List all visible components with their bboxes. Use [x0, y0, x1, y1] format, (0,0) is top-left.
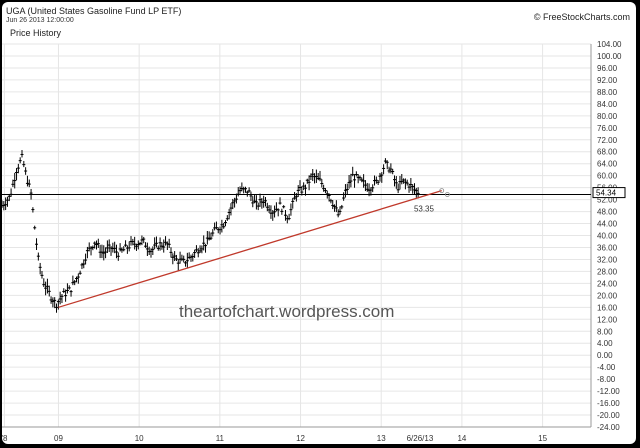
y-tick-label: 80.00 — [597, 112, 618, 121]
y-tick-label: 52.00 — [597, 196, 618, 205]
x-tick-label: 15 — [538, 434, 547, 443]
horizontal-line-handle — [444, 192, 450, 197]
y-tick-label: 36.00 — [597, 243, 618, 252]
y-tick-label: 28.00 — [597, 267, 618, 276]
x-tick-label: '8 — [2, 434, 8, 443]
trendline-value-label: 53.35 — [414, 205, 435, 214]
y-tick-label: -8.00 — [597, 375, 616, 384]
x-tick-label: 11 — [216, 434, 225, 443]
y-tick-label: 16.00 — [597, 303, 618, 312]
y-tick-label: 32.00 — [597, 255, 618, 264]
y-tick-label: -4.00 — [597, 363, 616, 372]
x-tick-label: 10 — [135, 434, 144, 443]
y-tick-label: -20.00 — [597, 411, 620, 420]
y-tick-label: 68.00 — [597, 148, 618, 157]
y-tick-label: 44.00 — [597, 220, 618, 229]
y-tick-label: 8.00 — [597, 327, 613, 336]
x-tick-label: 12 — [296, 434, 305, 443]
y-tick-label: 88.00 — [597, 88, 618, 97]
last-price-label: 54.34 — [596, 189, 617, 198]
y-tick-label: 100.00 — [597, 52, 622, 61]
y-tick-label: 48.00 — [597, 208, 618, 217]
y-tick-label: 84.00 — [597, 100, 618, 109]
trendline — [58, 189, 442, 308]
y-tick-label: 4.00 — [597, 339, 613, 348]
y-tick-label: 76.00 — [597, 124, 618, 133]
y-tick-label: -24.00 — [597, 423, 620, 432]
y-tick-label: 40.00 — [597, 232, 618, 241]
x-tick-label: 09 — [54, 434, 63, 443]
chart-window: UGA (United States Gasoline Fund LP ETF)… — [2, 2, 636, 444]
x-tick-label: 6/26/13 — [407, 434, 434, 443]
watermark-text: theartofchart.wordpress.com — [179, 302, 395, 321]
y-tick-label: 104.00 — [597, 40, 622, 49]
trendline-handle — [439, 188, 445, 194]
price-chart: 104.00100.0096.0092.0088.0084.0080.0076.… — [2, 40, 626, 443]
x-tick-label: 14 — [457, 434, 466, 443]
last-price-box — [592, 187, 626, 199]
y-tick-label: 20.00 — [597, 291, 618, 300]
y-tick-label: 60.00 — [597, 172, 618, 181]
y-tick-label: 12.00 — [597, 315, 618, 324]
y-tick-label: 64.00 — [597, 160, 618, 169]
y-tick-label: -12.00 — [597, 387, 620, 396]
y-tick-label: 24.00 — [597, 279, 618, 288]
chart-subtitle: Price History — [10, 28, 62, 38]
y-tick-label: 96.00 — [597, 64, 618, 73]
y-tick-label: 0.00 — [597, 351, 613, 360]
chart-title: UGA (United States Gasoline Fund LP ETF) — [6, 6, 182, 16]
copyright-label: © FreeStockCharts.com — [533, 12, 630, 22]
y-tick-label: 92.00 — [597, 76, 618, 85]
chart-date: Jun 26 2013 12:00:00 — [6, 17, 74, 24]
x-tick-label: 13 — [377, 434, 386, 443]
y-tick-label: -16.00 — [597, 399, 620, 408]
y-tick-label: 72.00 — [597, 136, 618, 145]
